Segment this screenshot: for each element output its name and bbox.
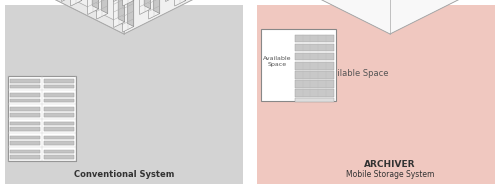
Bar	[295, 35, 334, 42]
Polygon shape	[96, 0, 108, 19]
Bar	[44, 113, 74, 116]
Polygon shape	[273, 0, 500, 34]
Polygon shape	[20, 0, 124, 34]
Polygon shape	[127, 0, 134, 26]
Bar	[10, 127, 40, 131]
Polygon shape	[20, 0, 228, 34]
Bar	[10, 93, 40, 97]
Text: Available
Space: Available Space	[263, 56, 291, 67]
Bar	[295, 80, 334, 88]
Polygon shape	[75, 0, 82, 1]
Bar	[44, 107, 74, 111]
Bar	[44, 79, 74, 83]
Bar	[8, 76, 76, 161]
Polygon shape	[114, 0, 124, 2]
Bar	[44, 85, 74, 88]
Bar	[10, 99, 40, 102]
Polygon shape	[114, 0, 124, 28]
Polygon shape	[153, 0, 160, 14]
Polygon shape	[166, 0, 176, 2]
Bar	[10, 113, 40, 116]
Polygon shape	[62, 0, 72, 2]
Bar	[44, 93, 74, 97]
Bar	[44, 99, 74, 102]
Polygon shape	[174, 0, 186, 6]
Polygon shape	[140, 0, 150, 15]
Bar	[10, 141, 40, 145]
Polygon shape	[127, 0, 134, 1]
Bar	[10, 136, 40, 139]
Polygon shape	[122, 0, 134, 6]
Bar	[295, 71, 334, 79]
Bar	[44, 155, 74, 159]
Bar	[44, 127, 74, 131]
Polygon shape	[88, 0, 99, 15]
Bar	[5, 5, 243, 184]
Bar	[10, 85, 40, 88]
Bar	[10, 122, 40, 125]
Polygon shape	[92, 0, 98, 9]
Bar	[44, 122, 74, 125]
Bar	[295, 89, 334, 97]
Bar	[295, 98, 334, 102]
Bar	[261, 29, 336, 101]
Bar	[44, 136, 74, 139]
Text: Conventional System: Conventional System	[74, 170, 174, 179]
Bar	[257, 5, 495, 184]
Bar	[295, 62, 334, 70]
Polygon shape	[122, 0, 134, 32]
Polygon shape	[144, 0, 150, 9]
Polygon shape	[101, 0, 108, 14]
Text: Mobile Storage System: Mobile Storage System	[346, 170, 434, 179]
Bar	[295, 44, 334, 51]
Text: Available Space: Available Space	[322, 70, 388, 78]
Bar	[10, 79, 40, 83]
Bar	[44, 150, 74, 153]
Polygon shape	[148, 0, 160, 19]
Bar	[10, 150, 40, 153]
Bar	[295, 53, 334, 60]
Polygon shape	[118, 0, 124, 22]
Polygon shape	[70, 0, 82, 6]
Bar	[44, 141, 74, 145]
Bar	[10, 155, 40, 159]
Bar	[10, 107, 40, 111]
Text: ARCHIVER: ARCHIVER	[364, 160, 416, 169]
Polygon shape	[179, 0, 186, 1]
